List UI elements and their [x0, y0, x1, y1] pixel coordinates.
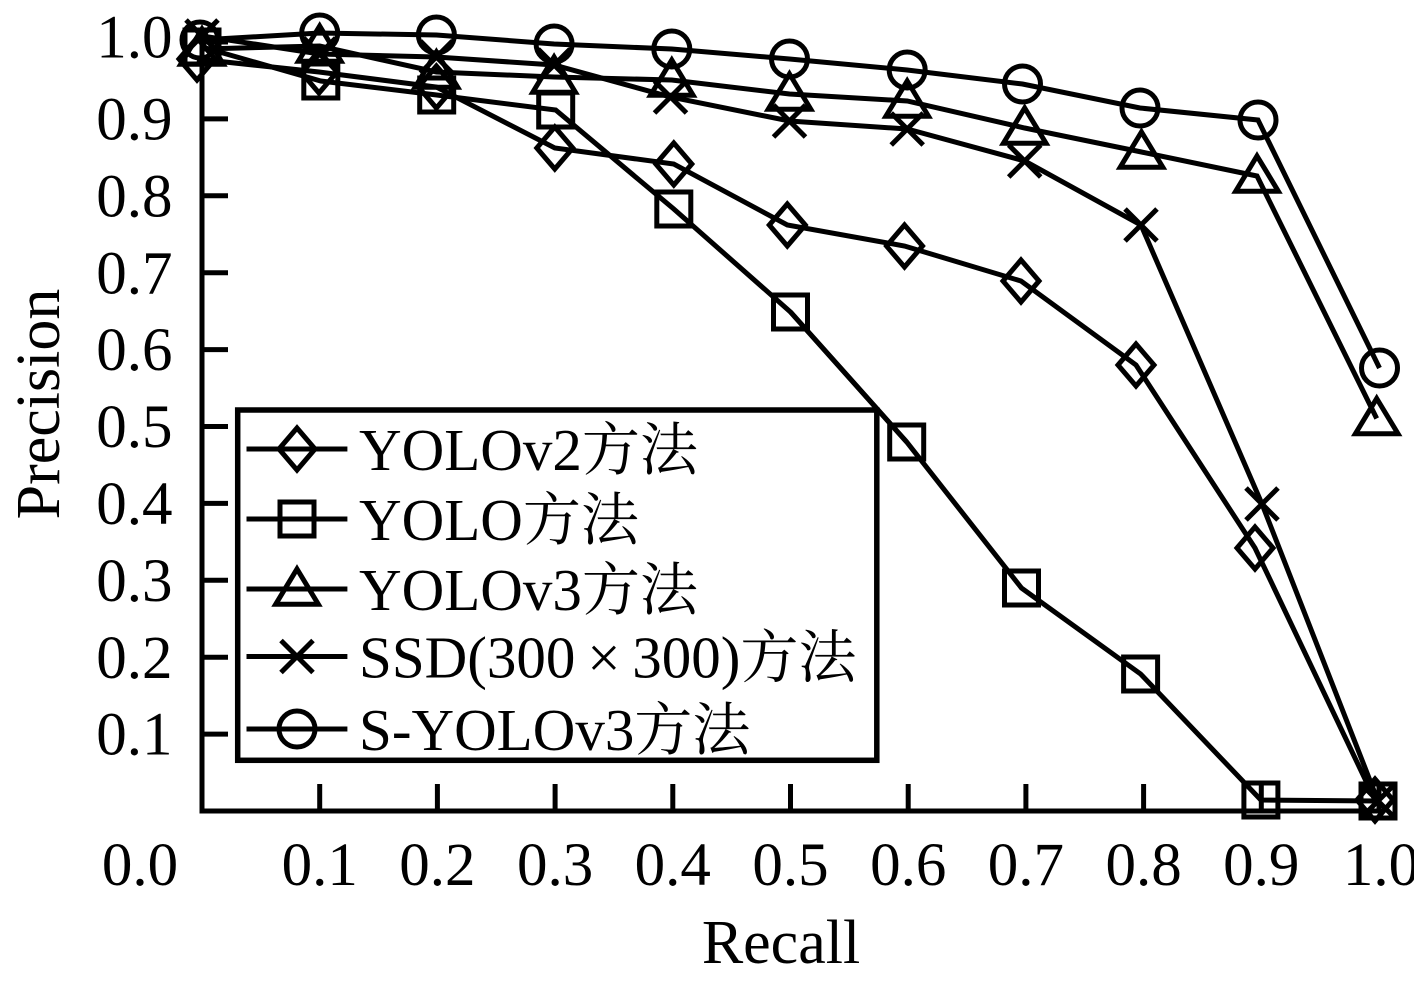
- svg-text:0.0: 0.0: [102, 832, 178, 899]
- svg-text:1.0: 1.0: [1343, 832, 1414, 899]
- svg-text:0.4: 0.4: [635, 832, 711, 899]
- svg-text:YOLO: YOLO: [359, 487, 523, 553]
- svg-text:0.6: 0.6: [870, 832, 946, 899]
- svg-text:Precision: Precision: [5, 289, 73, 520]
- svg-text:0.4: 0.4: [96, 471, 172, 538]
- svg-text:S-YOLOv3: S-YOLOv3: [359, 697, 634, 763]
- svg-text:YOLOv2: YOLOv2: [359, 417, 582, 483]
- svg-text:0.7: 0.7: [96, 240, 172, 307]
- svg-text:1.0: 1.0: [96, 4, 172, 71]
- svg-text:Recall: Recall: [702, 909, 860, 977]
- svg-text:0.1: 0.1: [282, 832, 358, 899]
- svg-text:0.5: 0.5: [752, 832, 828, 899]
- svg-text:0.2: 0.2: [399, 832, 475, 899]
- svg-text:0.8: 0.8: [1105, 832, 1181, 899]
- svg-text:0.9: 0.9: [1223, 832, 1299, 899]
- svg-text:0.5: 0.5: [96, 394, 172, 461]
- svg-text:0.2: 0.2: [96, 625, 172, 692]
- svg-text:0.1: 0.1: [96, 702, 172, 769]
- svg-text:0.8: 0.8: [96, 163, 172, 230]
- svg-text:SSD(300 × 300): SSD(300 × 300): [359, 625, 740, 691]
- svg-text:YOLOv3: YOLOv3: [359, 557, 582, 623]
- svg-text:0.9: 0.9: [96, 87, 172, 154]
- svg-text:0.6: 0.6: [96, 317, 172, 384]
- svg-text:0.3: 0.3: [96, 548, 172, 615]
- svg-text:0.3: 0.3: [517, 832, 593, 899]
- svg-text:0.7: 0.7: [988, 832, 1064, 899]
